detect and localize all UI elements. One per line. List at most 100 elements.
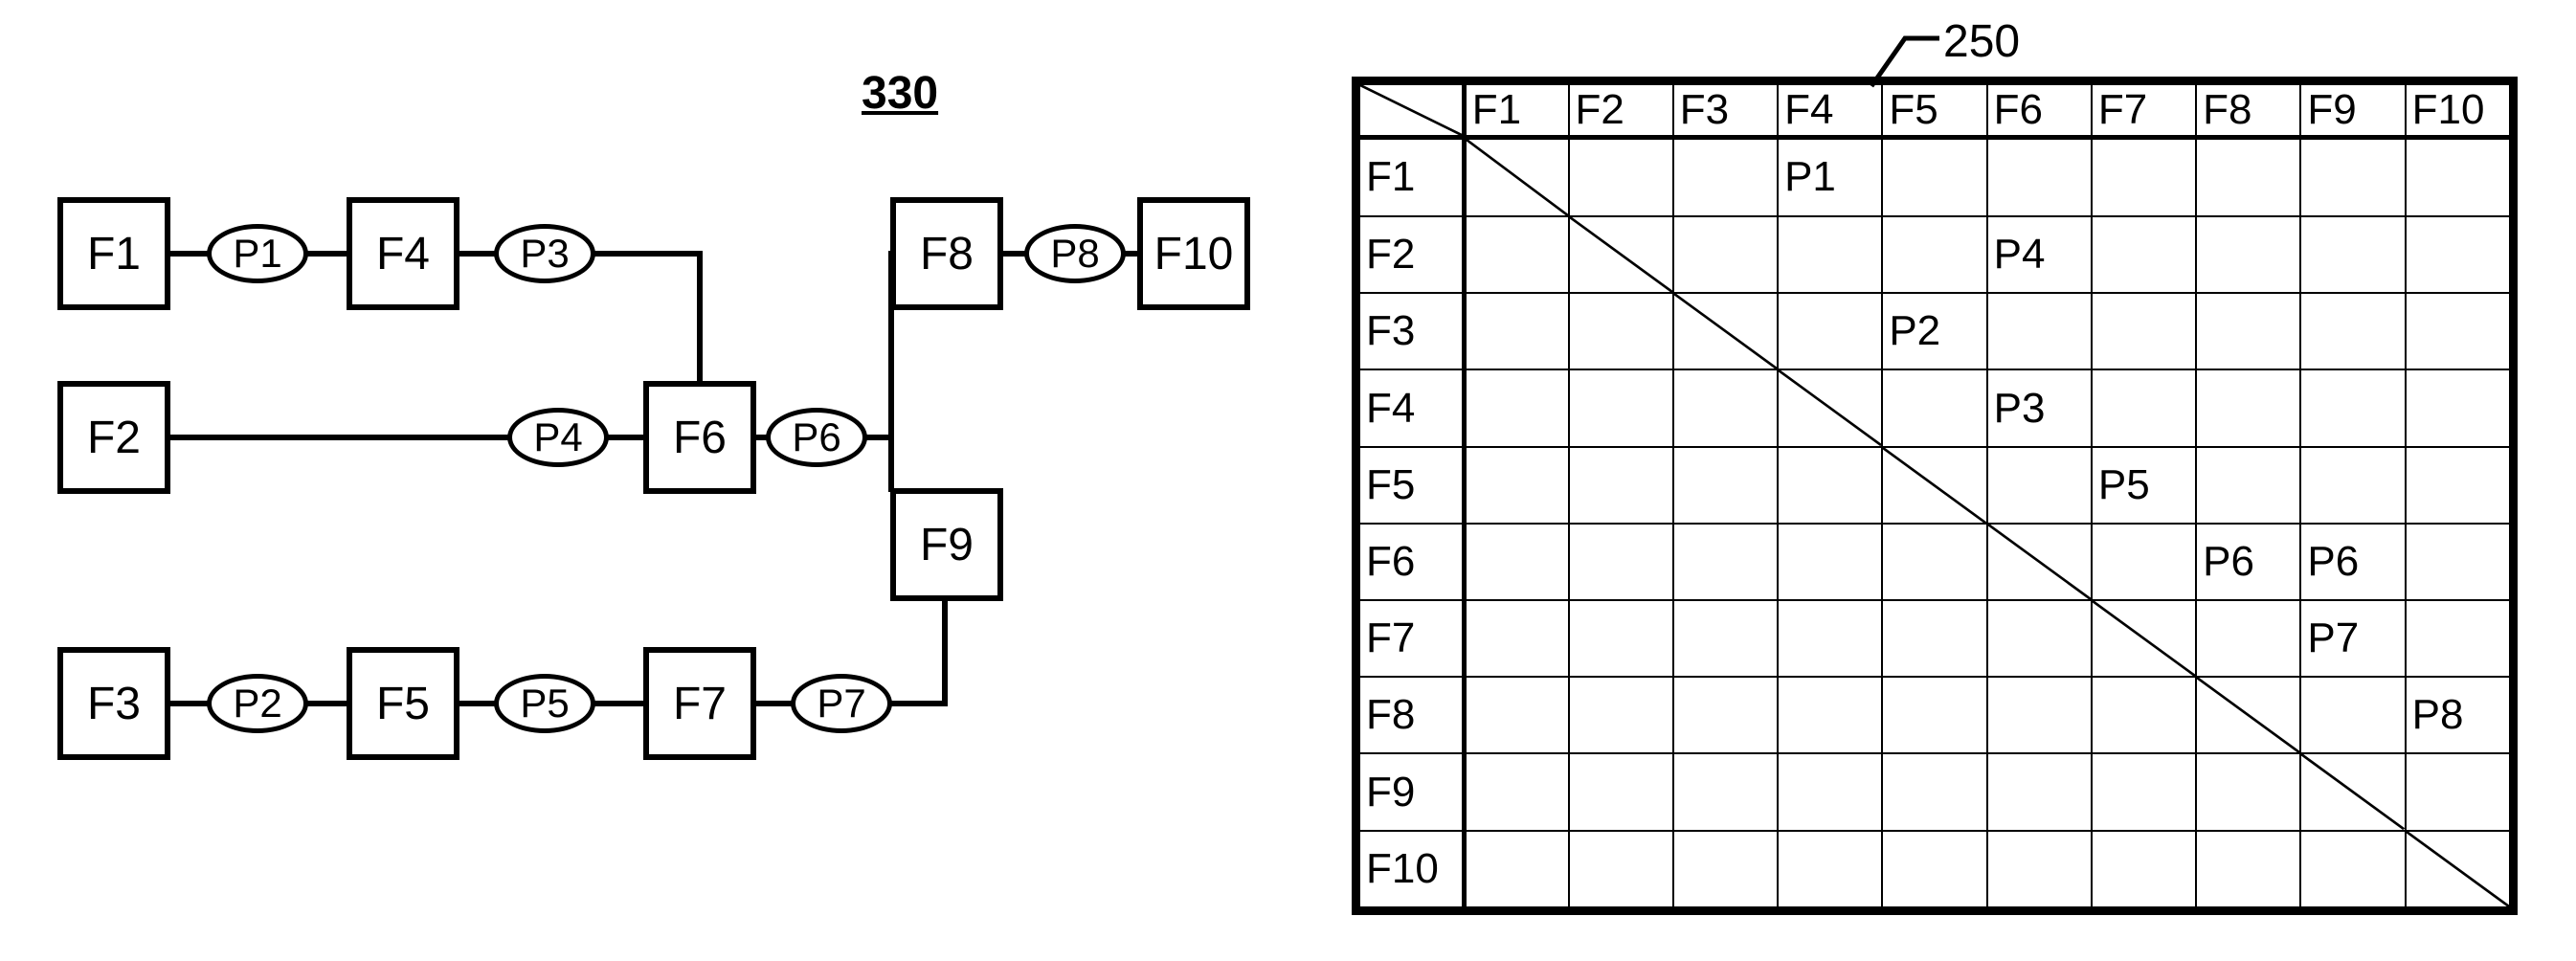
- cell-r8-c4: [1882, 753, 1986, 830]
- fnode-f2: F2: [57, 381, 170, 494]
- edge-h-1: [306, 251, 348, 257]
- fnode-f1: F1: [57, 197, 170, 310]
- row-header-f7: F7: [1359, 600, 1464, 677]
- cell-r0-c8: [2300, 138, 2405, 216]
- cell-r2-c7: [2196, 293, 2300, 369]
- edge-h-6: [170, 435, 509, 440]
- cell-r9-c4: [1882, 831, 1986, 907]
- row-header-f2: F2: [1359, 216, 1464, 293]
- pnode-p2: P2: [207, 674, 308, 733]
- cell-r1-c5: P4: [1987, 216, 2092, 293]
- cell-r1-c1: [1569, 216, 1673, 293]
- cell-r0-c3: P1: [1778, 138, 1882, 216]
- cell-r8-c7: [2196, 753, 2300, 830]
- row-header-f5: F5: [1359, 447, 1464, 524]
- col-header-f2: F2: [1569, 84, 1673, 138]
- cell-r0-c2: [1673, 138, 1778, 216]
- cell-r0-c4: [1882, 138, 1986, 216]
- row-header-f8: F8: [1359, 677, 1464, 753]
- cell-r1-c7: [2196, 216, 2300, 293]
- cell-r2-c6: [2092, 293, 2196, 369]
- row-header-f6: F6: [1359, 524, 1464, 600]
- cell-r7-c7: [2196, 677, 2300, 753]
- col-header-f4: F4: [1778, 84, 1882, 138]
- cell-r6-c4: [1882, 600, 1986, 677]
- cell-r3-c8: [2300, 369, 2405, 446]
- edge-h-12: [459, 701, 498, 706]
- cell-r7-c6: [2092, 677, 2196, 753]
- cell-r9-c1: [1569, 831, 1673, 907]
- cell-r1-c8: [2300, 216, 2405, 293]
- fnode-f5: F5: [347, 647, 459, 760]
- row-header-f3: F3: [1359, 293, 1464, 369]
- cell-r6-c5: [1987, 600, 2092, 677]
- cell-r8-c5: [1987, 753, 2092, 830]
- cell-r7-c8: [2300, 677, 2405, 753]
- col-header-f5: F5: [1882, 84, 1986, 138]
- matrix-corner: [1359, 84, 1464, 138]
- cell-r3-c6: [2092, 369, 2196, 446]
- cell-r7-c9: P8: [2406, 677, 2510, 753]
- cell-r3-c5: P3: [1987, 369, 2092, 446]
- pnode-p1: P1: [207, 224, 308, 283]
- cell-r3-c4: [1882, 369, 1986, 446]
- cell-r6-c7: [2196, 600, 2300, 677]
- fnode-f7: F7: [643, 647, 756, 760]
- cell-r9-c9: [2406, 831, 2510, 907]
- cell-r3-c3: [1778, 369, 1882, 446]
- cell-r5-c7: P6: [2196, 524, 2300, 600]
- cell-r0-c0: [1464, 138, 1568, 216]
- cell-r4-c7: [2196, 447, 2300, 524]
- col-header-f9: F9: [2300, 84, 2405, 138]
- cell-r4-c0: [1464, 447, 1568, 524]
- cell-r5-c0: [1464, 524, 1568, 600]
- edge-h-3: [594, 251, 699, 257]
- col-header-f8: F8: [2196, 84, 2300, 138]
- cell-r3-c1: [1569, 369, 1673, 446]
- cell-r9-c8: [2300, 831, 2405, 907]
- cell-r3-c7: [2196, 369, 2300, 446]
- pnode-p7: P7: [791, 674, 892, 733]
- cell-r7-c0: [1464, 677, 1568, 753]
- cell-r5-c5: [1987, 524, 2092, 600]
- cell-r7-c5: [1987, 677, 2092, 753]
- cell-r0-c5: [1987, 138, 2092, 216]
- pnode-p4: P4: [507, 408, 609, 467]
- cell-r6-c1: [1569, 600, 1673, 677]
- edge-h-10: [170, 701, 211, 706]
- cell-r5-c3: [1778, 524, 1882, 600]
- cell-r6-c9: [2406, 600, 2510, 677]
- cell-r8-c0: [1464, 753, 1568, 830]
- cell-r4-c6: P5: [2092, 447, 2196, 524]
- cell-r5-c8: P6: [2300, 524, 2405, 600]
- cell-r4-c4: [1882, 447, 1986, 524]
- matrix-callout-label: 250: [1943, 15, 2020, 68]
- cell-r4-c9: [2406, 447, 2510, 524]
- cell-r1-c6: [2092, 216, 2196, 293]
- edge-h-14: [756, 701, 795, 706]
- cell-r2-c9: [2406, 293, 2510, 369]
- cell-r6-c6: [2092, 600, 2196, 677]
- edge-h-7: [607, 435, 645, 440]
- cell-r8-c1: [1569, 753, 1673, 830]
- cell-r9-c3: [1778, 831, 1882, 907]
- cell-r6-c3: [1778, 600, 1882, 677]
- cell-r6-c0: [1464, 600, 1568, 677]
- edge-h-15: [890, 701, 948, 706]
- row-header-f4: F4: [1359, 369, 1464, 446]
- edge-h-13: [594, 701, 645, 706]
- cell-r8-c3: [1778, 753, 1882, 830]
- cell-r5-c6: [2092, 524, 2196, 600]
- edge-h-2: [459, 251, 498, 257]
- edge-v-3: [888, 435, 894, 492]
- cell-r2-c8: [2300, 293, 2405, 369]
- col-header-f7: F7: [2092, 84, 2196, 138]
- cell-r9-c5: [1987, 831, 2092, 907]
- row-header-f10: F10: [1359, 831, 1464, 907]
- cell-r4-c5: [1987, 447, 2092, 524]
- edge-v-0: [697, 251, 703, 383]
- cell-r7-c2: [1673, 677, 1778, 753]
- fnode-f6: F6: [643, 381, 756, 494]
- cell-r8-c6: [2092, 753, 2196, 830]
- cell-r0-c7: [2196, 138, 2300, 216]
